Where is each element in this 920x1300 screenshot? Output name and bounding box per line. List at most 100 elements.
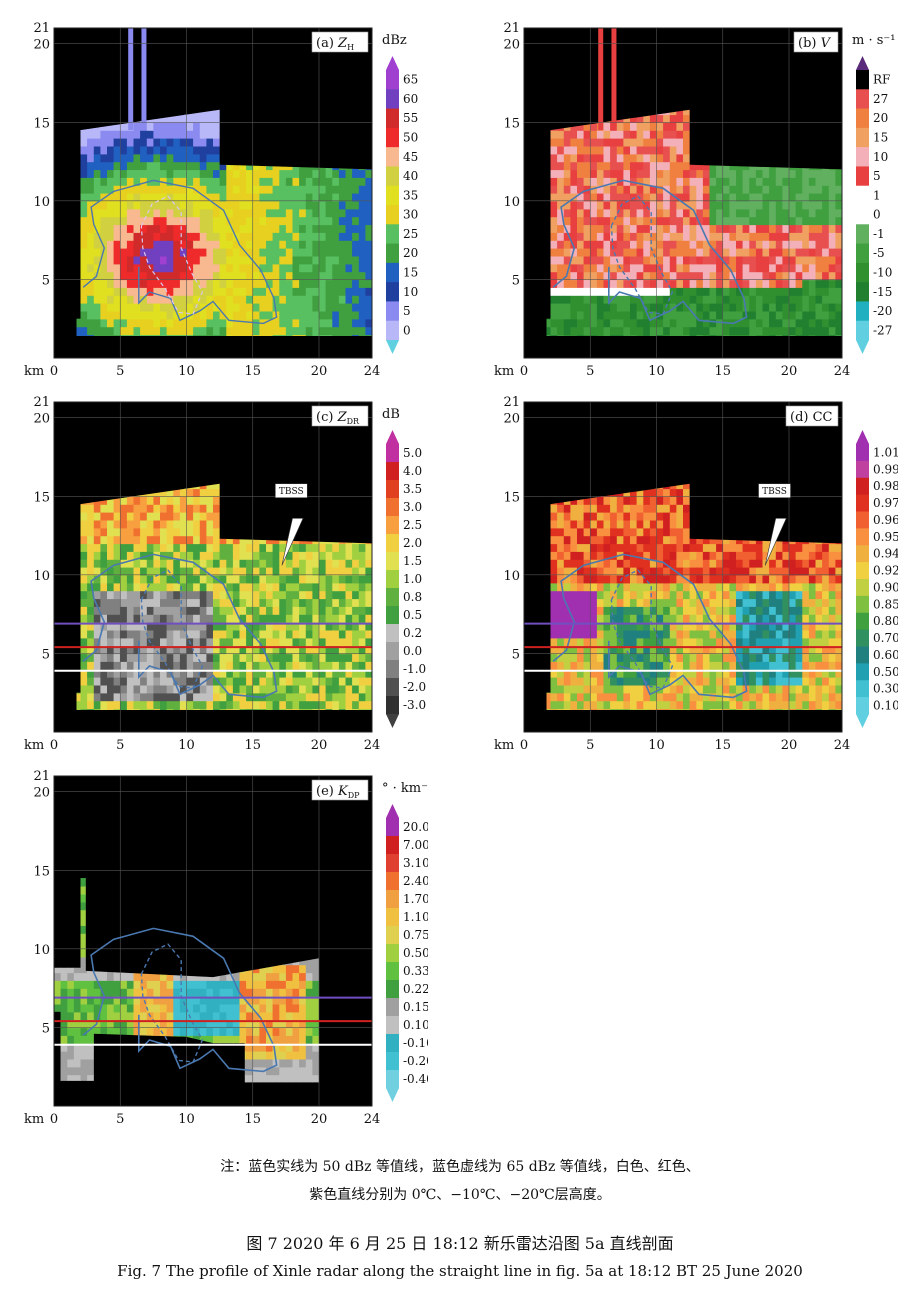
y-tick-label: 20 [503,38,520,53]
colorbar-swatch [386,872,399,891]
figure-caption-en: Fig. 7 The profile of Xinle radar along … [117,1262,803,1280]
colorbar-swatch [856,243,869,264]
colorbar-tick-label: 0.70 [873,631,898,645]
plot-frame [53,27,373,359]
colorbar-bottom-cap [386,714,399,728]
colorbar-swatch [386,498,399,517]
x-tick-label: 24 [364,364,381,379]
unit-label: dB [382,407,400,422]
colorbar-tick-label: 1.01 [873,445,898,459]
x-tick-label: 5 [116,1112,124,1127]
colorbar-tick-label: 0 [403,323,411,337]
x-tick-label: 15 [244,1112,261,1127]
colorbar-swatch [386,818,399,837]
x-axis-unit: km [24,364,44,379]
x-tick-label: 20 [311,738,328,753]
colorbar-tick-label: 15 [403,266,418,280]
y-tick-label: 21 [503,395,520,410]
colorbar-swatch [856,595,869,614]
colorbar-swatch [856,663,869,681]
panel-label: (d) CC [785,405,839,427]
tbss-label: TBSS [279,487,304,497]
x-tick-label: 10 [178,738,195,753]
colorbar-swatch [856,147,869,167]
x-tick-label: 20 [781,738,798,753]
x-tick-label: 10 [648,738,665,753]
panel-tag: (b) V [798,36,832,51]
colorbar-bottom-cap [386,1088,399,1102]
colorbar-tick-label: 5.0 [403,446,422,460]
contour-50dbz [82,553,278,699]
plot-frame [523,401,843,733]
y-tick-label: 21 [33,769,50,784]
colorbar-swatch [386,696,399,715]
colorbar-swatch [856,528,869,546]
colorbar-tick-label: 20.0 [403,820,428,834]
colorbar-tick-label: 0.98 [873,479,898,493]
colorbar-swatch [386,908,399,927]
panel-c: 0 5 10 15 20 24 km 21 20 15 10 5 (c) ZDR dB 5.0 4.0 3.5 3… [18,392,428,757]
y-tick-label: 10 [503,195,520,210]
y-tick-label: 5 [42,1021,50,1036]
colorbar-swatch [856,612,869,631]
colorbar-swatch [856,166,869,187]
panel-label: (b) V [793,31,839,53]
colorbar-swatch [386,1016,399,1035]
colorbar-tick-label: 0.2 [403,626,422,640]
colorbar-swatch [856,562,869,580]
colorbar-bottom-cap [386,340,399,354]
colorbar-top-cap [386,430,399,444]
colorbar-swatch [386,1070,399,1089]
tbss-box [758,483,791,499]
panel-label: (c) ZDR [311,405,369,427]
colorbar-bottom-cap [856,340,869,354]
x-tick-label: 15 [244,738,261,753]
colorbar-swatch [386,205,399,225]
colorbar-tick-label: -0.10 [403,1036,428,1050]
colorbar-tick-label: 3.0 [403,500,422,514]
contour-65dbz [610,569,674,689]
x-tick-label: 15 [714,738,731,753]
colorbar-swatch [386,262,399,283]
colorbar-swatch [856,511,869,529]
colorbar-top-cap [856,430,869,444]
x-tick-label: 24 [364,738,381,753]
colorbar-tick-label: 2.0 [403,536,422,550]
tbss-box [274,483,308,499]
artifact-column [611,28,617,131]
x-tick-label: 0 [50,738,58,753]
colorbar-swatch [856,127,869,148]
colorbar-swatch [386,854,399,873]
colorbar-tick-label: 25 [403,227,418,241]
colorbar-swatch [386,320,399,341]
colorbar-tick-label: -10 [873,266,892,280]
colorbar-tick-label: 1.70 [403,892,428,906]
colorbar-tick-label: 4.0 [403,464,422,478]
colorbar-tick-label: 7.00 [403,838,428,852]
colorbar-tick-label: 0.10 [873,699,898,713]
colorbar-tick-label: 55 [403,111,418,125]
colorbar-tick-label: 0.50 [873,665,898,679]
x-tick-label: 24 [364,1112,381,1127]
x-tick-label: 5 [116,738,124,753]
colorbar-tick-label: 50 [403,131,418,145]
colorbar-tick-label: 30 [403,208,418,222]
colorbar-tick-label: 15 [873,131,888,145]
colorbar-tick-label: -0.40 [403,1072,428,1086]
tbss-pointer [281,517,304,566]
y-tick-label: 20 [33,786,50,801]
x-tick-label: 24 [834,364,851,379]
colorbar-swatch [386,642,399,661]
panel-e: 0 5 10 15 20 24 km 21 20 15 10 5 (e) KDP ° · km⁻¹ 20.0… [18,766,434,1136]
colorbar-swatch [386,998,399,1017]
y-tick-label: 21 [503,21,520,36]
colorbar-tick-label: 0.22 [403,982,428,996]
colorbar-swatch [856,89,869,110]
colorbar-tick-label: 5 [873,169,881,183]
y-tick-label: 15 [503,116,520,131]
colorbar-tick-label: 3.10 [403,856,428,870]
colorbar-tick-label: -5 [873,246,885,260]
colorbar-tick-label: 10 [403,285,418,299]
y-tick-label: 21 [33,21,50,36]
